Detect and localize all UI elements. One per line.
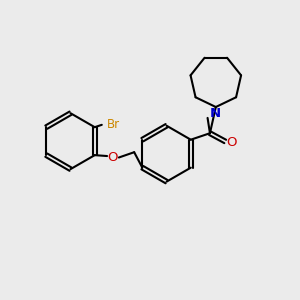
Text: O: O <box>226 136 236 149</box>
Text: N: N <box>210 107 221 120</box>
Text: O: O <box>108 151 118 164</box>
Text: Br: Br <box>107 118 120 131</box>
